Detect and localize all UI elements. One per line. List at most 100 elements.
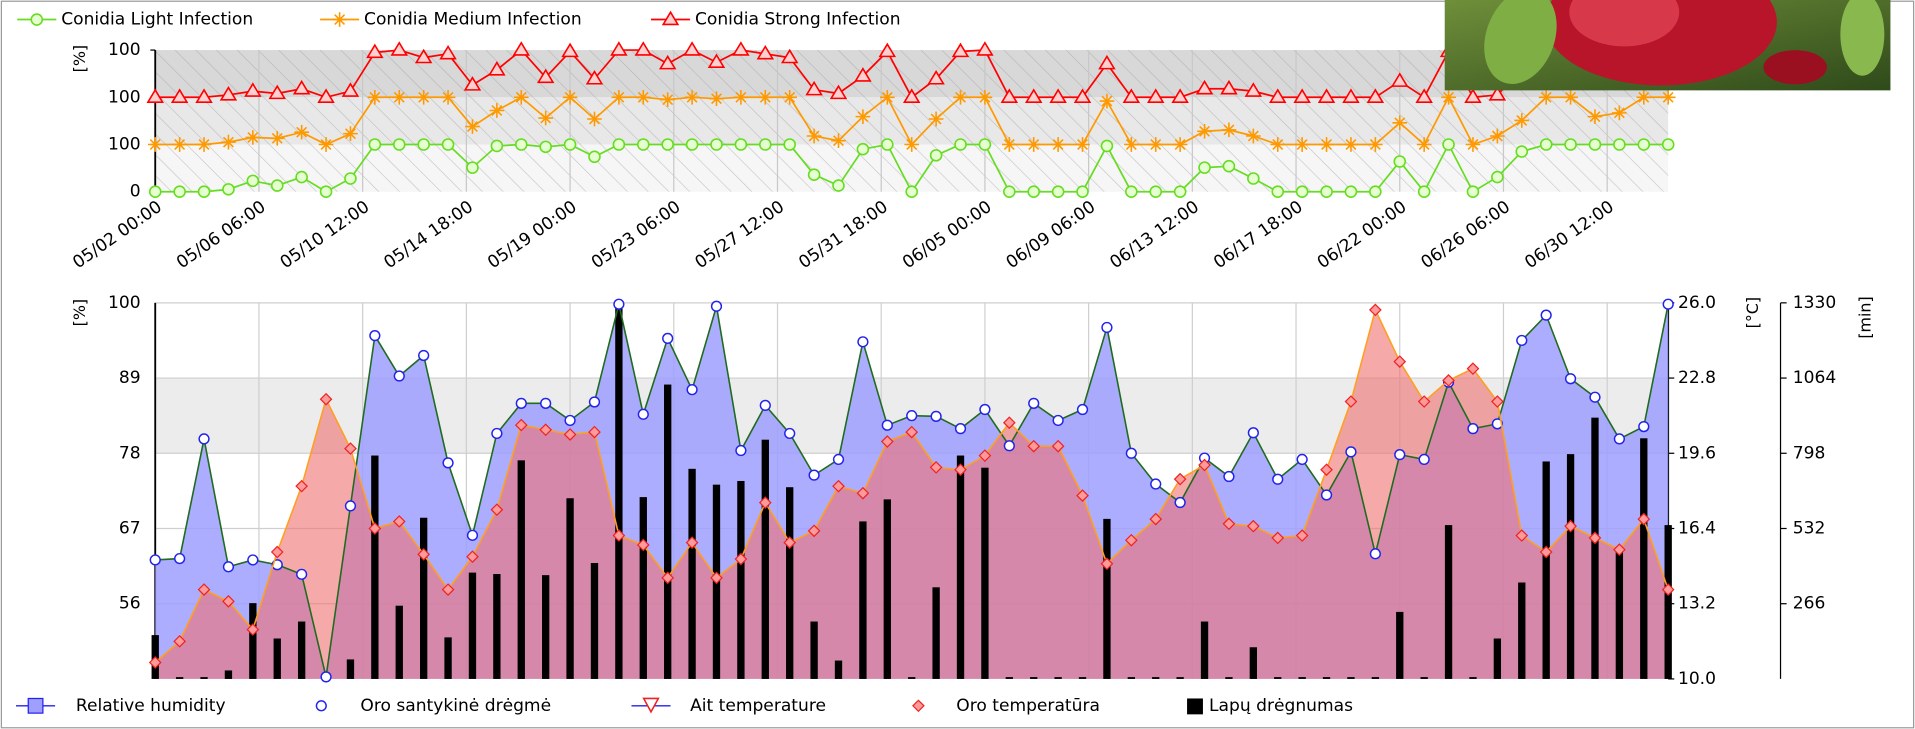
bar (737, 481, 744, 679)
marker (785, 429, 795, 439)
legend-swatch (1187, 698, 1203, 714)
y2-axis-title: [°C] (1743, 297, 1762, 328)
marker (174, 186, 185, 197)
marker (1370, 186, 1381, 197)
bar (1030, 677, 1037, 679)
marker (1589, 139, 1600, 150)
marker (833, 180, 844, 191)
marker (1468, 424, 1478, 434)
y2-tick-label: 19.6 (1678, 443, 1716, 463)
marker (1077, 186, 1088, 197)
x-tick-label: 05/06 06:00 (173, 197, 270, 273)
marker (834, 455, 844, 465)
marker (614, 299, 624, 309)
marker (1273, 474, 1283, 484)
marker (175, 554, 185, 564)
y-tick-label: 0 (130, 182, 141, 202)
marker (931, 411, 941, 421)
y2-tick-label: 13.2 (1678, 594, 1716, 614)
bar (591, 563, 598, 679)
marker (150, 186, 161, 197)
marker (369, 139, 380, 150)
marker (1150, 186, 1161, 197)
marker (514, 43, 529, 55)
marker (223, 184, 234, 195)
marker (346, 501, 356, 511)
marker (1101, 140, 1112, 151)
legend-label: Relative humidity (76, 696, 226, 716)
bar (1079, 677, 1086, 679)
marker (1175, 186, 1186, 197)
marker (612, 43, 627, 55)
marker (907, 411, 917, 421)
marker (687, 139, 698, 150)
marker (1565, 139, 1576, 150)
marker (638, 409, 648, 419)
marker (491, 140, 502, 151)
legend-label: Ait temperature (690, 696, 826, 716)
marker (224, 562, 234, 572)
marker (1663, 139, 1674, 150)
y2-tick-label: 26.0 (1678, 293, 1716, 313)
marker (636, 43, 651, 55)
marker (332, 12, 347, 27)
marker (1004, 186, 1015, 197)
marker (784, 139, 795, 150)
bar (566, 498, 573, 679)
bar (1640, 438, 1647, 679)
x-tick-label: 05/31 18:00 (795, 197, 892, 273)
marker (1199, 162, 1210, 173)
marker (1102, 323, 1112, 333)
marker (392, 43, 407, 55)
marker (978, 43, 993, 55)
marker (711, 139, 722, 150)
marker (199, 186, 210, 197)
marker (1322, 490, 1332, 500)
x-tick-label: 05/19 00:00 (484, 197, 581, 273)
marker (1541, 139, 1552, 150)
y3-tick-label: 532 (1793, 518, 1826, 538)
marker (760, 139, 771, 150)
marker (1175, 498, 1185, 508)
legend-label: Oro santykinė drėgmė (360, 696, 551, 716)
marker (979, 139, 990, 150)
marker (1663, 299, 1673, 309)
marker (1248, 428, 1258, 438)
chart: [%] [%] [°C] [min] 05/02 00:0005/06 06:0… (0, 0, 1915, 729)
x-tick-label: 06/26 06:00 (1418, 197, 1515, 273)
marker (1443, 139, 1454, 150)
bar (1396, 612, 1403, 679)
marker (394, 371, 404, 381)
marker (589, 151, 600, 162)
marker (809, 169, 820, 180)
bar (1494, 638, 1501, 678)
marker (858, 337, 868, 347)
y-tick-label: 100 (108, 87, 141, 107)
marker (1614, 434, 1624, 444)
bar (1054, 677, 1061, 679)
bar (615, 303, 622, 679)
marker (516, 139, 527, 150)
marker (1566, 374, 1576, 384)
bar (176, 677, 183, 679)
marker (1321, 186, 1332, 197)
marker (565, 139, 576, 150)
bar (835, 661, 842, 679)
photo (1445, 0, 1891, 94)
bar (1420, 677, 1427, 679)
x-tick-label: 05/14 18:00 (380, 197, 477, 273)
legend-label: Oro temperatūra (956, 696, 1100, 716)
y-tick-label: 100 (108, 134, 141, 154)
bar (444, 637, 451, 679)
marker (590, 397, 600, 407)
y2-tick-label: 16.4 (1678, 518, 1716, 538)
x-tick-label: 06/13 12:00 (1106, 197, 1203, 273)
marker (1516, 146, 1527, 157)
marker (199, 434, 209, 444)
bar (200, 677, 207, 679)
bar (298, 622, 305, 679)
x-tick-label: 05/23 06:00 (588, 197, 685, 273)
y2-tick-label: 22.8 (1678, 368, 1716, 388)
marker (956, 424, 966, 434)
y2-tick-label: 10.0 (1678, 669, 1716, 689)
